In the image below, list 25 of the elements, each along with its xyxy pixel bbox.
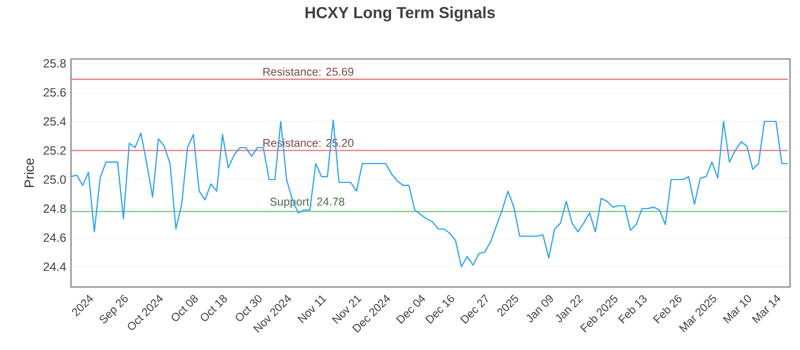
x-tick-label: Oct 18 [200,294,227,321]
y-tick-label: 25.4 [44,117,66,126]
x-tick-label: Oct 30 [236,295,262,321]
y-tick-label: 24.6 [44,233,66,242]
x-tick-label: Feb 13 [618,295,647,324]
x-tick-label: Oct 08 [172,294,198,321]
x-tick-label: Dec 16 [425,294,454,324]
y-tick-label: 24.4 [44,262,66,271]
ref-line-label: Resistance: 25.69 [263,67,354,76]
y-tick-label: 25.0 [44,175,66,184]
x-tick-label: Nov 11 [297,295,327,324]
y-tick-label: 25.8 [44,59,66,68]
y-tick-label: 25.2 [44,146,66,155]
x-tick-label: Dec 04 [396,294,426,324]
y-tick-label: 24.8 [44,204,66,213]
y-axis-title: Price [24,158,34,188]
x-tick-label: Mar 14 [752,294,781,324]
x-tick-label: Mar 10 [722,295,752,324]
x-tick-label: Dec 27 [460,294,488,324]
y-tick-label: 25.6 [44,88,66,97]
x-tick-label: Sep 26 [100,294,128,324]
x-tick-label: Jan 09 [526,295,553,322]
x-tick-label: Jan 22 [556,294,584,322]
x-tick-label: Feb 26 [653,295,682,324]
chart-title: HCXY Long Term Signals [306,6,495,22]
